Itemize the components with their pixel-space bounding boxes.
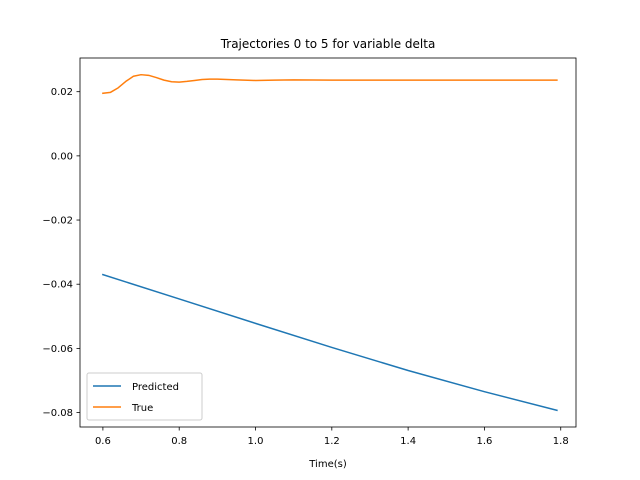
- legend-box: [86, 372, 203, 421]
- x-tick-label: 1.4: [400, 436, 416, 447]
- y-tick-label: −0.08: [42, 408, 73, 419]
- series-line-true: [102, 73, 558, 95]
- x-tick-label: 1.8: [553, 436, 569, 447]
- axes-frame: [79, 57, 577, 428]
- y-tick-label: 0.00: [51, 151, 73, 162]
- legend: Predicted True: [86, 372, 203, 421]
- x-tick-label: 0.6: [95, 436, 111, 447]
- chart-title: Trajectories 0 to 5 for variable delta: [220, 37, 436, 51]
- x-tick-label: 0.8: [171, 436, 187, 447]
- x-tick-label: 1.2: [324, 436, 340, 447]
- series-line-predicted: [101, 273, 558, 412]
- x-tick-label: 1.0: [248, 436, 264, 447]
- legend-label-predicted: Predicted: [132, 382, 179, 393]
- x-tick-label: 1.6: [476, 436, 492, 447]
- y-tick-label: 0.02: [51, 87, 73, 98]
- y-tick-label: −0.04: [42, 280, 73, 291]
- y-tick-label: −0.06: [42, 344, 73, 355]
- y-tick-label: −0.02: [42, 216, 73, 227]
- plot-area: 0.6 0.8 1.0 1.2 1.4 1.6 1.8 −0.08 −0.06 −0.04 −0.0…: [42, 57, 577, 447]
- legend-label-true: True: [131, 403, 153, 414]
- x-axis-label: Time(s): [308, 459, 347, 470]
